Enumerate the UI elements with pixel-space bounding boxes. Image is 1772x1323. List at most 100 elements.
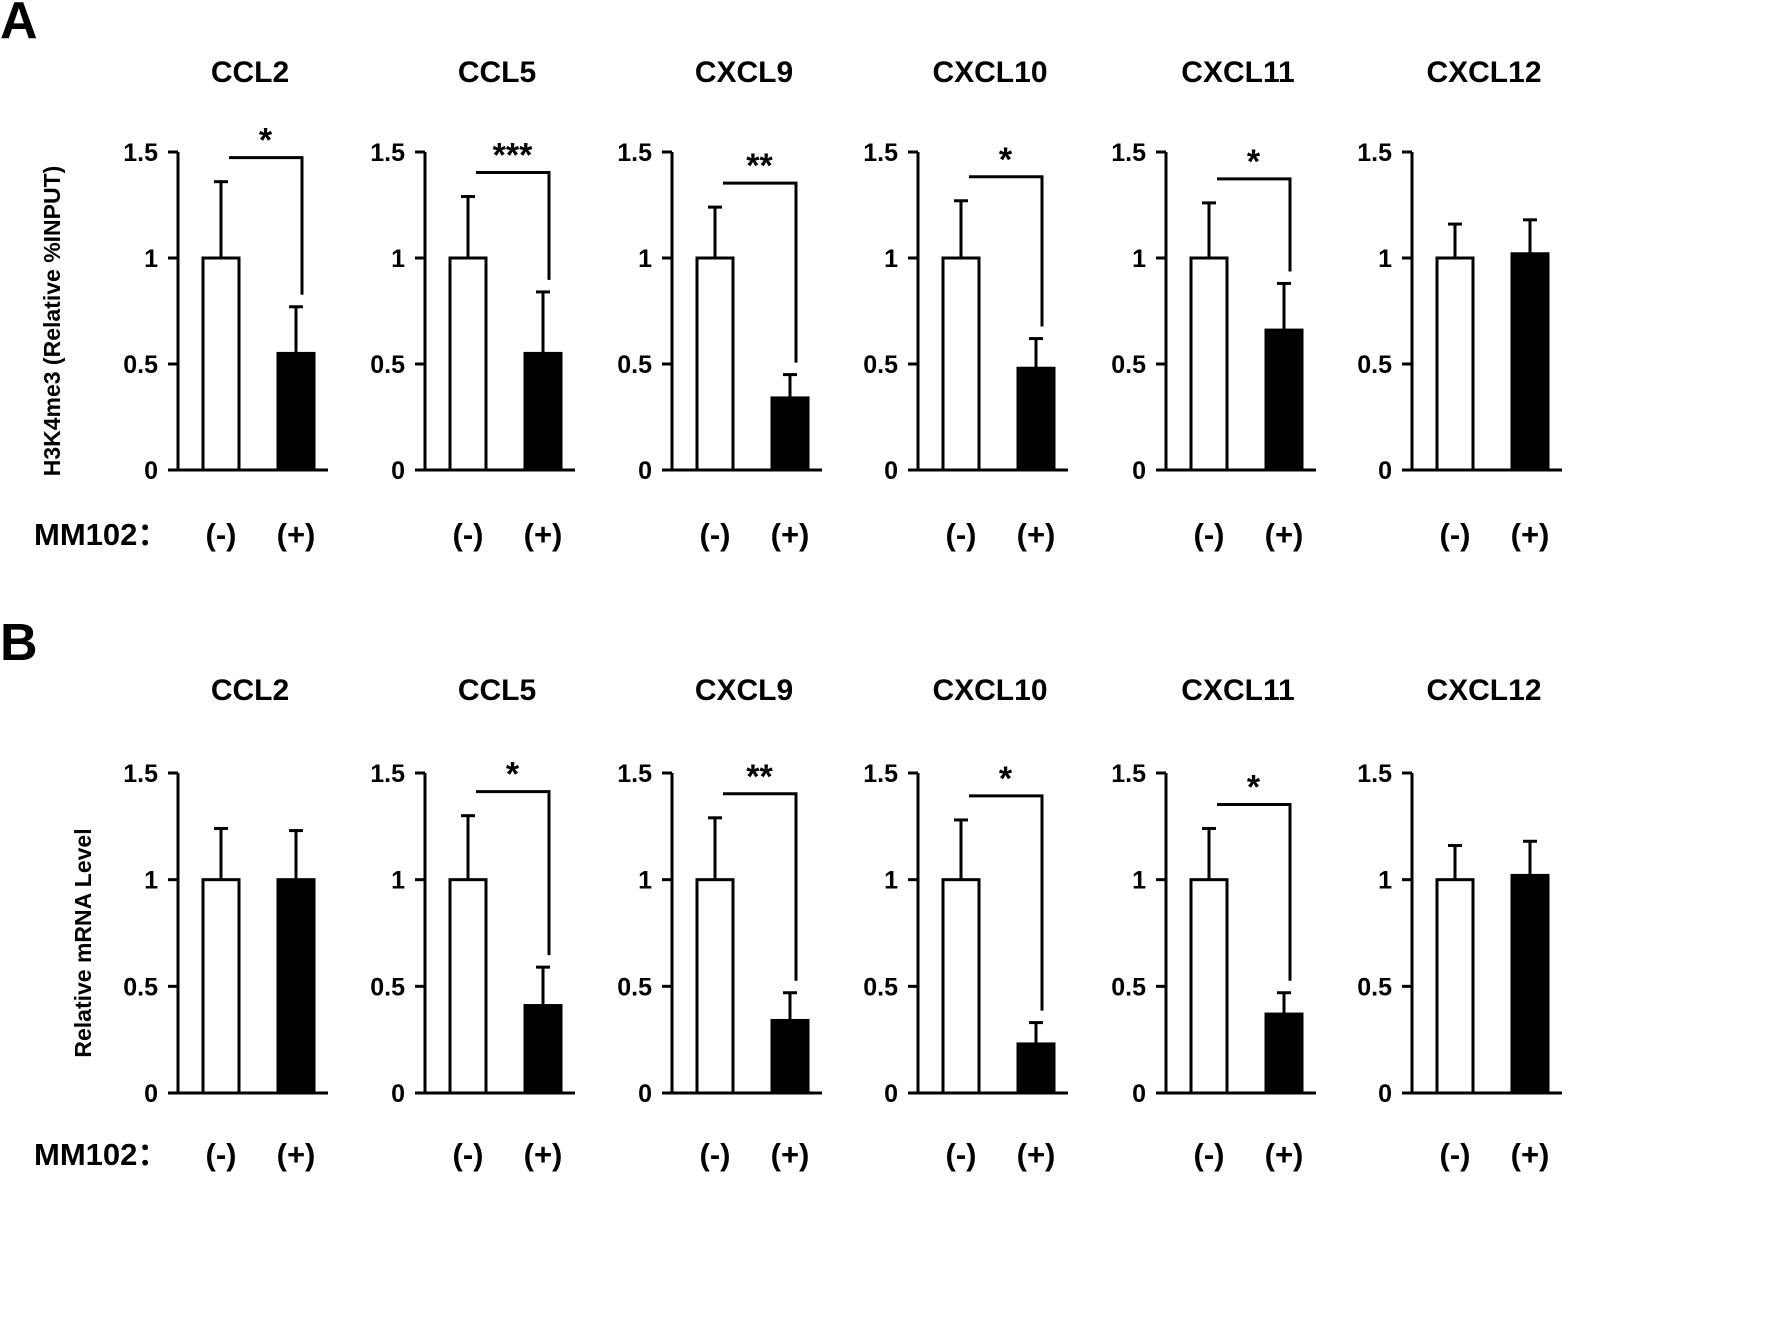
significance-marker: * — [999, 141, 1013, 179]
y-tick-label: 1.5 — [370, 760, 405, 788]
y-tick-label: 1 — [1132, 867, 1146, 895]
y-tick-label: 0 — [144, 1080, 158, 1108]
chart-cxcl11: CXCL11 0 0.5 1 1.5 (-) (+) * — [1111, 674, 1316, 1172]
y-tick-label: 0.5 — [1111, 973, 1146, 1001]
chart-title: CCL5 — [458, 674, 536, 707]
y-tick-label: 1.5 — [863, 139, 898, 167]
chart-cxcl9: CXCL9 0 0.5 1 1.5 (-) (+) ** — [617, 674, 822, 1172]
bar-treated — [1016, 1042, 1056, 1095]
x-category-label: (-) — [453, 1137, 484, 1172]
significance-marker: ** — [746, 758, 773, 796]
y-tick-label: 1 — [391, 867, 405, 895]
bar-treated — [276, 878, 316, 1095]
chart-cxcl12: CXCL12 0 0.5 1 1.5 (-) (+) — [1357, 674, 1562, 1172]
bar-treated — [1264, 328, 1304, 472]
bar-treated — [523, 351, 563, 472]
y-tick-label: 0 — [1378, 457, 1392, 485]
y-tick-label: 1.5 — [863, 760, 898, 788]
x-category-label: (-) — [1194, 1137, 1225, 1172]
significance-marker: * — [999, 760, 1013, 798]
bar-treated — [523, 1004, 563, 1095]
y-tick-label: 0 — [884, 457, 898, 485]
chart-ccl5: CCL5 0 0.5 1 1.5 (-) (+) *** — [370, 56, 575, 552]
x-category-label: (-) — [1440, 1137, 1471, 1172]
significance-marker: * — [1247, 143, 1261, 181]
bar-treated — [1264, 1012, 1304, 1095]
condition-label: MM102： — [34, 1137, 168, 1172]
chart-ccl2: CCL2 0 0.5 1 1.5 (-) (+) * — [123, 56, 328, 552]
bar-control — [1189, 256, 1229, 472]
y-tick-label: 1.5 — [1111, 760, 1146, 788]
significance-bracket — [1217, 802, 1292, 981]
significance-bracket — [969, 175, 1044, 327]
chart-cxcl11: CXCL11 0 0.5 1 1.5 (-) (+) * — [1111, 56, 1316, 552]
chart-title: CXCL11 — [1181, 674, 1294, 707]
bar-control — [1435, 256, 1475, 472]
y-tick-label: 0 — [638, 1080, 652, 1108]
y-tick-label: 1 — [144, 867, 158, 895]
chart-title: CXCL11 — [1181, 56, 1294, 89]
y-tick-label: 0.5 — [123, 351, 158, 379]
y-tick-label: 0 — [1132, 457, 1146, 485]
chart-title: CXCL10 — [932, 56, 1047, 89]
x-category-label: (+) — [1265, 1137, 1304, 1172]
y-tick-label: 0 — [144, 457, 158, 485]
y-tick-label: 0.5 — [123, 973, 158, 1001]
y-tick-label: 1.5 — [617, 139, 652, 167]
y-tick-label: 0.5 — [863, 351, 898, 379]
x-category-label: (+) — [277, 1137, 316, 1172]
bar-control — [941, 256, 981, 472]
bar-control — [201, 256, 241, 472]
significance-marker: ** — [746, 147, 773, 185]
y-tick-label: 0.5 — [1357, 973, 1392, 1001]
y-tick-label: 1 — [884, 867, 898, 895]
y-tick-label: 0 — [391, 1080, 405, 1108]
significance-bracket — [476, 171, 551, 280]
significance-bracket — [723, 792, 798, 981]
significance-bracket — [1217, 177, 1292, 272]
y-tick-label: 1.5 — [123, 760, 158, 788]
bar-control — [941, 878, 981, 1095]
y-tick-label: 0.5 — [1111, 351, 1146, 379]
bar-treated — [1510, 873, 1550, 1095]
y-axis-label: Relative mRNA Level — [70, 828, 96, 1057]
chart-cxcl10: CXCL10 0 0.5 1 1.5 (-) (+) * — [863, 674, 1068, 1172]
bar-treated — [1016, 366, 1056, 472]
y-tick-label: 1.5 — [1357, 139, 1392, 167]
x-category-label: (-) — [946, 517, 977, 552]
bar-control — [448, 256, 488, 472]
significance-bracket — [969, 794, 1044, 1011]
chart-title: CCL2 — [211, 56, 289, 89]
y-tick-label: 1 — [884, 245, 898, 273]
y-tick-label: 0 — [638, 457, 652, 485]
y-tick-label: 0.5 — [617, 351, 652, 379]
x-category-label: (+) — [524, 517, 563, 552]
bar-treated — [1510, 252, 1550, 472]
chart-title: CXCL10 — [932, 674, 1047, 707]
y-tick-label: 1 — [638, 867, 652, 895]
significance-marker: * — [506, 756, 520, 794]
x-category-label: (+) — [1265, 517, 1304, 552]
panel-letter: A — [0, 0, 38, 50]
chart-cxcl10: CXCL10 0 0.5 1 1.5 (-) (+) * — [863, 56, 1068, 552]
panel-letter: B — [0, 614, 38, 672]
x-category-label: (+) — [1017, 1137, 1056, 1172]
y-tick-label: 1.5 — [1357, 760, 1392, 788]
y-tick-label: 0 — [884, 1080, 898, 1108]
x-category-label: (-) — [453, 517, 484, 552]
bar-control — [1189, 878, 1229, 1095]
y-tick-label: 0.5 — [370, 351, 405, 379]
chart-title: CXCL12 — [1426, 56, 1541, 89]
x-category-label: (-) — [206, 517, 237, 552]
y-tick-label: 1 — [391, 245, 405, 273]
chart-ccl2: CCL2 0 0.5 1 1.5 (-) (+) — [123, 674, 328, 1172]
y-tick-label: 1.5 — [123, 139, 158, 167]
y-tick-label: 1 — [1132, 245, 1146, 273]
y-tick-label: 1 — [1378, 245, 1392, 273]
y-tick-label: 0.5 — [1357, 351, 1392, 379]
bar-treated — [770, 1018, 810, 1095]
chart-ccl5: CCL5 0 0.5 1 1.5 (-) (+) * — [370, 674, 575, 1172]
y-tick-label: 0 — [1378, 1080, 1392, 1108]
bar-control — [201, 878, 241, 1095]
